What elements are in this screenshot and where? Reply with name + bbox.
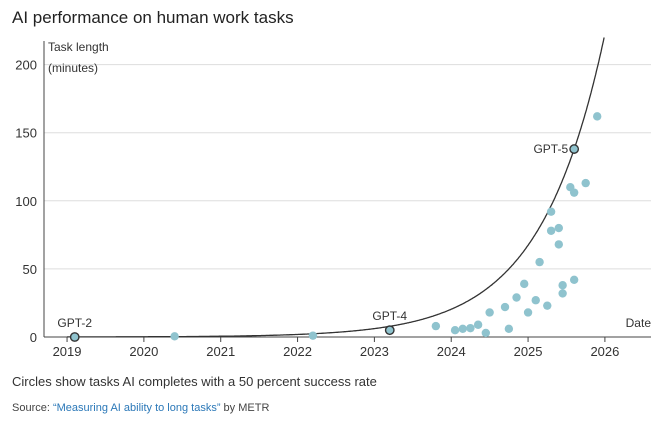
trend-curve bbox=[67, 37, 605, 338]
data-point bbox=[543, 301, 552, 310]
y-tick-label: 50 bbox=[23, 262, 37, 277]
x-axis: 2019 2020 2021 2022 2023 2024 2025 2026 bbox=[53, 337, 619, 359]
data-point bbox=[308, 331, 318, 340]
data-points bbox=[170, 112, 602, 341]
x-tick-label: 2026 bbox=[590, 344, 619, 359]
data-point bbox=[504, 324, 514, 334]
x-tick-label: 2019 bbox=[53, 344, 82, 359]
source-line: Source: “Measuring AI ability to long ta… bbox=[12, 402, 269, 414]
data-point bbox=[546, 226, 556, 235]
highlight-label-gpt-5: GPT-5 bbox=[533, 142, 568, 156]
x-tick-label: 2022 bbox=[283, 344, 312, 359]
x-tick-label: 2023 bbox=[360, 344, 389, 359]
chart-title: AI performance on human work tasks bbox=[12, 8, 294, 27]
chart-note: Circles show tasks AI completes with a 5… bbox=[12, 374, 377, 389]
data-point bbox=[558, 281, 567, 290]
data-point bbox=[481, 328, 491, 338]
data-point bbox=[569, 275, 579, 284]
highlight-point-gpt-4 bbox=[384, 325, 395, 336]
highlight-label-gpt-4: GPT-4 bbox=[372, 309, 407, 323]
highlight-point-gpt-5 bbox=[569, 144, 580, 154]
data-point bbox=[535, 257, 544, 267]
source-link[interactable]: “Measuring AI ability to long tasks” bbox=[52, 402, 221, 414]
data-point bbox=[512, 293, 521, 302]
data-point bbox=[473, 320, 483, 329]
x-tick-label: 2021 bbox=[206, 344, 235, 359]
data-point bbox=[546, 207, 556, 216]
data-point bbox=[458, 324, 467, 334]
y-tick-label: 150 bbox=[15, 126, 37, 141]
y-tick-label: 0 bbox=[30, 330, 37, 345]
y-axis: 0 50 100 150 200 bbox=[15, 41, 45, 345]
source-suffix: by METR bbox=[220, 402, 270, 414]
x-tick-label: 2024 bbox=[437, 344, 466, 359]
data-point bbox=[170, 332, 179, 341]
data-point bbox=[554, 240, 563, 249]
data-point bbox=[466, 323, 475, 333]
data-point bbox=[431, 321, 441, 331]
y-axis-title-line-2: (minutes) bbox=[48, 61, 98, 75]
data-point bbox=[500, 302, 510, 312]
source-prefix: Source: bbox=[12, 402, 53, 414]
highlighted-models: GPT-2 GPT-4 GPT-5 bbox=[57, 142, 580, 342]
data-point bbox=[554, 223, 563, 233]
highlight-label-gpt-2: GPT-2 bbox=[57, 316, 92, 330]
data-point bbox=[581, 178, 590, 188]
data-point bbox=[450, 325, 460, 335]
y-axis-title-line-1: Task length bbox=[48, 40, 109, 54]
data-point bbox=[520, 279, 529, 289]
x-tick-label: 2020 bbox=[129, 344, 158, 359]
y-tick-label: 100 bbox=[15, 194, 37, 209]
data-point bbox=[523, 308, 533, 317]
data-point bbox=[531, 296, 540, 305]
highlight-point-gpt-2 bbox=[69, 332, 80, 342]
x-axis-title: Date bbox=[626, 316, 652, 330]
data-point bbox=[558, 289, 567, 298]
data-point bbox=[485, 308, 494, 317]
x-tick-label: 2025 bbox=[514, 344, 543, 359]
gridlines bbox=[44, 64, 651, 338]
data-point bbox=[593, 112, 602, 121]
y-tick-label: 200 bbox=[15, 58, 37, 73]
data-point bbox=[569, 188, 579, 197]
